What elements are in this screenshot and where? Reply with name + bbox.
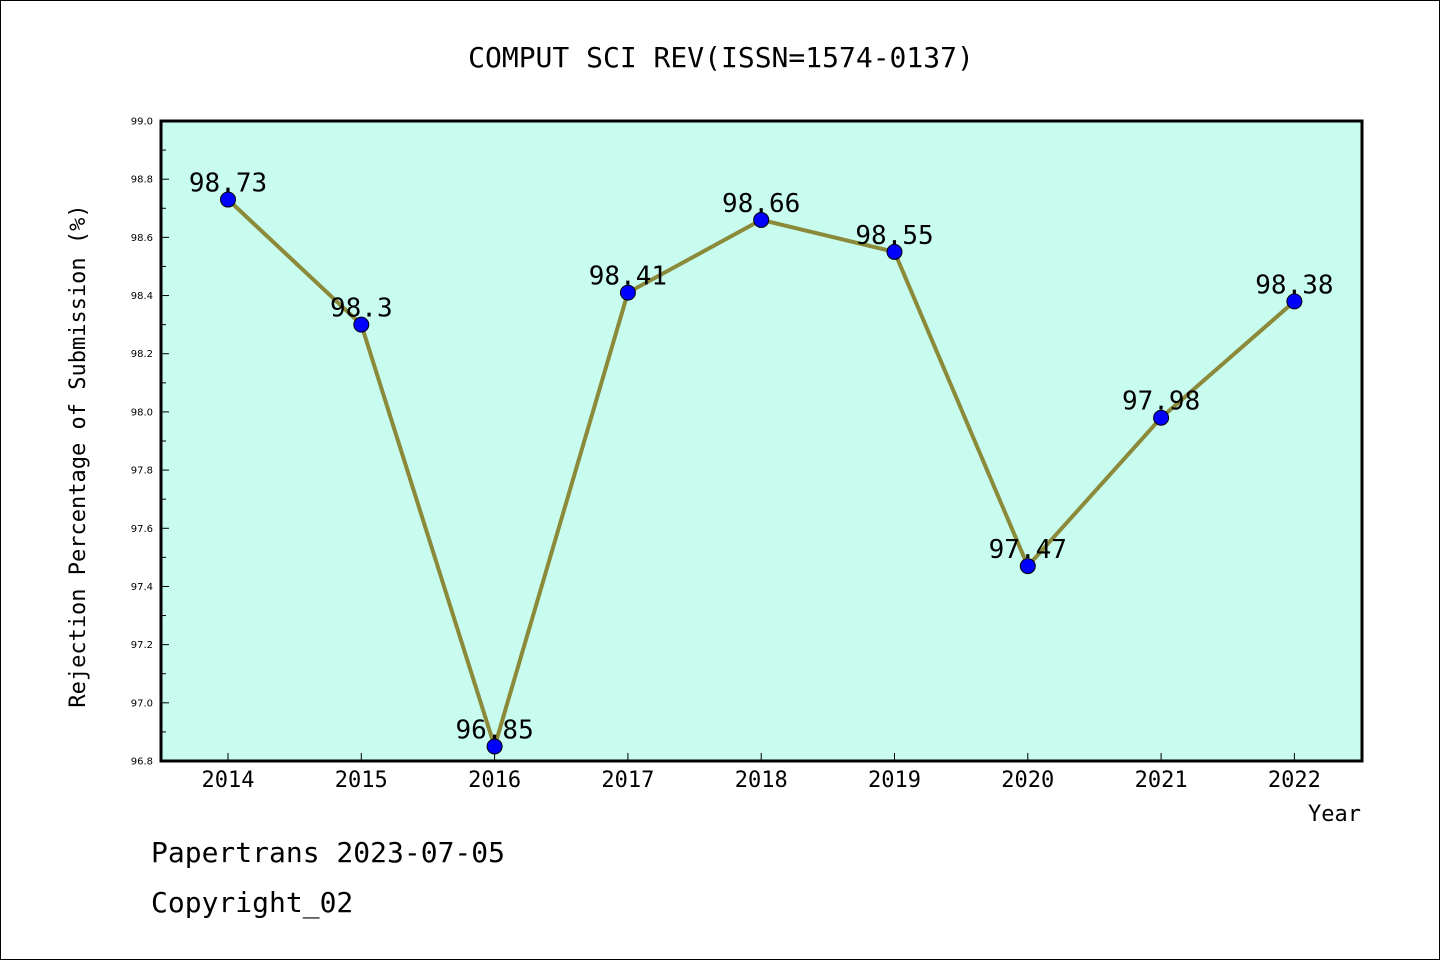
data-point	[486, 738, 503, 755]
data-point	[1019, 558, 1036, 575]
x-tick-label: 2019	[868, 768, 921, 793]
data-label: 98.55	[855, 221, 933, 251]
x-tick-label: 2020	[1001, 768, 1054, 793]
data-label: 97.47	[989, 535, 1067, 565]
y-tick-label: 97.0	[131, 698, 153, 709]
data-label: 98.38	[1255, 270, 1333, 300]
data-point	[353, 316, 370, 333]
y-axis-ticks: 96.8 97.0 97.2 97.4 97.6 97.8 98.0 98.2 98.4 98.6…	[131, 117, 169, 768]
data-label: 96.85	[455, 715, 533, 745]
footer-copyright: Copyright_02	[151, 886, 354, 919]
data-label: 98.41	[589, 262, 667, 292]
data-point	[220, 191, 236, 208]
data-point	[886, 243, 903, 260]
data-label: 98.66	[722, 189, 800, 219]
x-tick-label: 2014	[202, 768, 255, 793]
data-label: 98.3	[330, 294, 393, 324]
y-tick-label: 98.4	[131, 291, 153, 302]
y-tick-label: 97.8	[131, 466, 153, 477]
y-tick-label: 99.0	[131, 117, 153, 128]
data-label: 97.98	[1122, 387, 1200, 417]
chart-title: COMPUT SCI REV(ISSN=1574-0137)	[468, 41, 974, 74]
x-tick-label: 2018	[735, 768, 788, 793]
y-tick-label: 97.2	[131, 640, 153, 651]
data-point	[1153, 409, 1170, 426]
x-tick-label: 2022	[1268, 768, 1321, 793]
y-axis-label: Rejection Percentage of Submission (%)	[66, 204, 91, 707]
y-tick-label: 96.8	[131, 757, 153, 768]
x-tick-label: 2021	[1135, 768, 1188, 793]
y-tick-label: 97.4	[131, 582, 153, 593]
x-tick-label: 2015	[335, 768, 388, 793]
y-tick-label: 98.2	[131, 349, 153, 360]
data-label: 98.73	[189, 169, 267, 199]
x-axis-label: Year	[1308, 802, 1361, 827]
x-axis-ticks: 2014 2015 2016 2017 2018 2019 2020 2021 2022	[202, 753, 1321, 793]
x-tick-label: 2016	[468, 768, 521, 793]
x-tick-label: 2017	[601, 768, 654, 793]
data-markers	[220, 191, 1303, 755]
footer-papertrans-date: Papertrans 2023-07-05	[151, 836, 506, 869]
data-point	[753, 211, 770, 228]
y-tick-label: 97.6	[131, 524, 153, 535]
y-tick-label: 98.0	[131, 407, 153, 418]
y-tick-label: 98.8	[131, 175, 153, 186]
y-tick-label: 98.6	[131, 233, 153, 244]
data-point	[619, 284, 636, 301]
data-labels: 98.73 98.3 96.85 98.41 98.66 98.55 97.47 97.98 9…	[189, 169, 1334, 746]
data-point	[1286, 293, 1303, 310]
